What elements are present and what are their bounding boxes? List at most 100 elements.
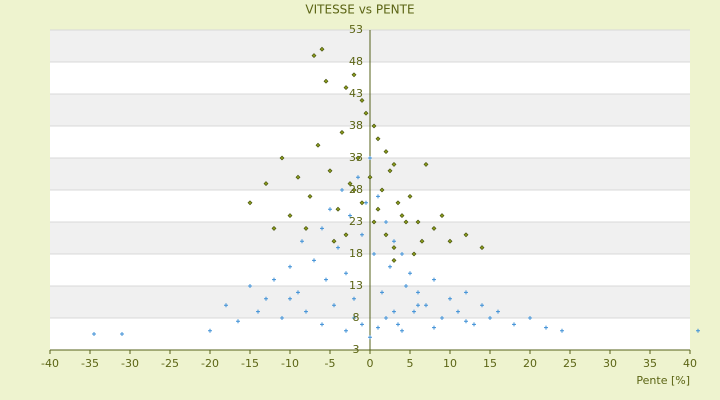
point	[404, 284, 408, 288]
point	[312, 258, 316, 263]
point	[355, 155, 361, 161]
point	[391, 245, 397, 251]
point	[432, 325, 436, 330]
y-tick-label: 18	[349, 247, 363, 260]
point	[472, 322, 476, 327]
point	[560, 328, 564, 333]
point	[224, 303, 228, 308]
x-tick-label: 15	[483, 357, 497, 370]
point	[236, 319, 240, 324]
point	[440, 316, 444, 320]
point	[272, 277, 276, 282]
point	[415, 219, 421, 225]
x-axis-label: Pente [%]	[636, 374, 690, 387]
x-tick-label: 10	[443, 357, 457, 370]
point	[463, 232, 469, 238]
point	[456, 309, 460, 314]
point	[248, 284, 252, 288]
point	[304, 309, 308, 314]
point	[371, 123, 377, 129]
point	[360, 232, 364, 237]
point	[343, 85, 349, 91]
point	[343, 232, 349, 238]
point	[396, 322, 400, 327]
point	[319, 46, 325, 52]
point	[544, 325, 548, 330]
point	[256, 309, 260, 314]
x-tick-label: 20	[523, 357, 537, 370]
point	[411, 251, 417, 257]
x-tick-label: -5	[325, 357, 336, 370]
point	[403, 219, 409, 225]
point	[359, 97, 365, 103]
point	[340, 188, 344, 192]
point	[335, 206, 341, 212]
point	[271, 225, 277, 231]
point	[419, 238, 425, 244]
y-tick-label: 8	[353, 311, 360, 324]
point	[360, 322, 364, 327]
x-tick-label: -15	[241, 357, 259, 370]
point	[383, 232, 389, 238]
point	[352, 296, 356, 301]
point	[351, 187, 357, 193]
point	[347, 181, 353, 187]
point	[391, 161, 397, 167]
point	[263, 181, 269, 187]
point	[423, 161, 429, 167]
x-tick-label: 5	[407, 357, 414, 370]
point	[479, 245, 485, 251]
x-tick-label: 30	[603, 357, 617, 370]
point	[336, 245, 340, 250]
point	[296, 290, 300, 295]
point	[696, 328, 700, 333]
point	[247, 200, 253, 206]
point	[331, 238, 337, 244]
point	[375, 206, 381, 212]
point	[352, 316, 356, 320]
point	[368, 335, 372, 340]
point	[359, 200, 365, 206]
point	[384, 316, 388, 320]
x-tick-label: 0	[367, 357, 374, 370]
point	[295, 174, 301, 180]
y-tick-label: 38	[349, 119, 363, 132]
point	[327, 168, 333, 174]
y-tick-label: 23	[349, 215, 363, 228]
point	[464, 290, 468, 295]
point	[311, 53, 317, 59]
point	[300, 239, 304, 244]
y-tick-label: 48	[349, 55, 363, 68]
point	[391, 257, 397, 263]
x-tick-label: -35	[81, 357, 99, 370]
point	[400, 328, 404, 333]
point	[348, 213, 352, 218]
point	[512, 322, 516, 327]
point	[400, 252, 404, 256]
x-tick-label: -10	[281, 357, 299, 370]
y-tick-label: 3	[353, 343, 360, 356]
point	[431, 225, 437, 231]
point	[356, 175, 360, 180]
point	[92, 332, 96, 336]
y-tick-label: 13	[349, 279, 363, 292]
point	[303, 225, 309, 231]
x-tick-label: -25	[161, 357, 179, 370]
point	[392, 239, 396, 244]
point	[379, 187, 385, 193]
x-tick-label: 35	[643, 357, 657, 370]
point	[320, 322, 324, 327]
point	[323, 78, 329, 84]
y-tick-label: 53	[349, 23, 363, 36]
y-tick-label: 28	[349, 183, 363, 196]
point	[332, 303, 336, 308]
point	[528, 316, 532, 320]
x-tick-label: -40	[41, 357, 59, 370]
point	[447, 238, 453, 244]
point	[279, 155, 285, 161]
point	[328, 207, 332, 212]
point	[307, 193, 313, 199]
point	[315, 142, 321, 148]
x-tick-label: 25	[563, 357, 577, 370]
y-tick-label: 43	[349, 87, 363, 100]
